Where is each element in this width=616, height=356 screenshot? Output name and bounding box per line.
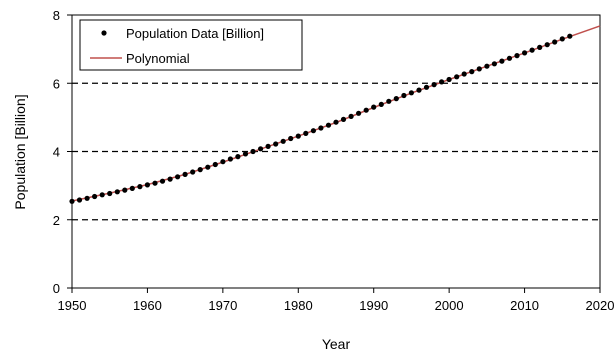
data-point [371,104,377,110]
legend-marker-population-data [101,30,107,36]
data-point [401,92,407,99]
population-data-series [69,33,573,204]
data-point [265,143,271,149]
data-point [84,195,90,201]
data-point [258,146,264,152]
data-point [288,135,294,142]
data-point [295,133,301,139]
data-point [107,190,113,197]
y-tick-label: 2 [53,213,60,228]
data-point [484,63,490,69]
data-point [476,66,482,72]
data-point [92,193,98,200]
data-point [408,90,414,96]
y-axis: 0 2 4 6 8 [53,8,72,296]
data-point [122,187,128,193]
data-point [175,174,181,180]
data-point [318,125,324,131]
data-point [356,110,362,116]
data-point [167,176,173,182]
data-point [220,159,226,165]
data-point [333,119,339,125]
data-point [152,180,158,186]
data-point [439,79,445,85]
data-point [416,87,422,93]
data-point [235,154,241,160]
x-tick-label: 1980 [284,298,313,313]
x-tick-label: 1950 [58,298,87,313]
y-tick-label: 0 [53,281,60,296]
data-point [537,44,543,51]
x-axis-title: Year [322,336,351,352]
data-point [393,96,399,102]
data-point [431,82,437,88]
data-point [506,55,513,61]
grid-lines [72,82,600,221]
x-tick-label: 2000 [435,298,464,313]
data-point [144,182,150,188]
x-axis: 1950 1960 1970 1980 1990 2000 2010 2020 [58,288,615,313]
data-point [378,101,384,107]
data-point [310,128,316,134]
data-point [212,161,218,168]
legend-label-polynomial: Polynomial [126,51,190,66]
data-point [205,164,211,170]
x-tick-label: 1990 [359,298,388,313]
legend-label-population-data: Population Data [Billion] [126,26,264,41]
data-point [446,76,452,83]
data-point [567,33,573,39]
x-tick-label: 2020 [586,298,615,313]
data-point [242,151,249,157]
data-point [76,197,83,203]
data-point [386,98,392,104]
data-point [559,36,565,42]
data-point [491,61,497,67]
data-point [250,148,256,155]
data-point [99,192,105,198]
data-point [499,58,505,64]
data-point [363,107,369,113]
data-point [454,74,460,80]
data-point [340,116,347,122]
data-point [348,113,354,119]
data-point [469,69,475,75]
data-point [423,84,430,90]
data-point [280,138,286,144]
data-point [159,178,166,184]
data-point [514,53,520,59]
x-tick-label: 1970 [208,298,237,313]
y-axis-title: Population [Billion] [12,94,28,209]
data-point [137,184,143,190]
y-tick-label: 8 [53,8,60,23]
data-point [182,171,188,177]
data-point [529,47,535,53]
data-point [522,50,528,56]
data-point [190,169,196,175]
legend: Population Data [Billion] Polynomial [79,19,303,71]
data-point [461,71,467,77]
data-point [114,189,120,195]
data-point [552,39,558,45]
data-point [227,156,233,162]
data-point [273,141,279,147]
data-point [303,130,309,136]
data-point [325,122,332,128]
data-point [544,42,550,48]
data-point [69,198,75,204]
legend-box [79,19,303,71]
data-point [129,185,135,191]
x-tick-label: 2010 [510,298,539,313]
x-tick-label: 1960 [133,298,162,313]
data-point [197,167,203,173]
y-tick-label: 4 [53,145,60,160]
y-tick-label: 6 [53,76,60,91]
